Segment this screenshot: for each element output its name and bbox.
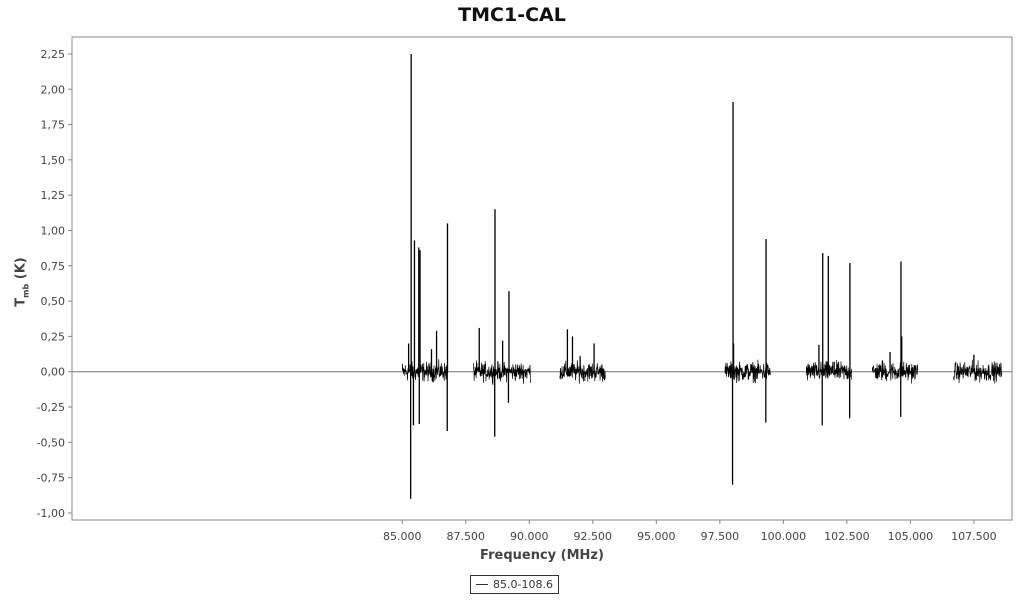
x-tick-label: 85.000 [383, 530, 422, 543]
x-tick-label: 97.500 [701, 530, 740, 543]
y-tick-label: 1,50 [41, 154, 66, 167]
x-tick-label: 105.000 [888, 530, 934, 543]
spectrum-segment-1 [401, 359, 449, 383]
spectrum-segment-7 [953, 359, 1003, 384]
y-tick-label: 0,75 [41, 260, 66, 273]
y-tick-label: 0,25 [41, 330, 66, 343]
legend: 85.0-108.6 [470, 575, 559, 594]
chart-title: TMC1-CAL [458, 4, 566, 26]
x-tick-label: 87.500 [447, 530, 486, 543]
y-tick-label: 2,25 [41, 48, 66, 61]
spectrum-segment-3 [559, 360, 606, 384]
x-tick-label: 92.500 [574, 530, 613, 543]
x-tick-label: 107.500 [951, 530, 997, 543]
spectrum-segment-2 [473, 360, 531, 385]
y-tick-label: -0,50 [37, 436, 65, 449]
spectrum-segment-6 [871, 361, 919, 384]
y-tick-label: 1,75 [41, 119, 66, 132]
plot-area [71, 36, 1013, 521]
y-tick-label: -0,25 [37, 401, 65, 414]
y-tick-label: 0,50 [41, 295, 66, 308]
x-tick-label: 100.000 [761, 530, 807, 543]
y-tick-label: 2,00 [41, 83, 66, 96]
legend-line-swatch [476, 584, 488, 585]
x-axis-label: Frequency (MHz) [480, 548, 604, 563]
y-tick-label: -1,00 [37, 507, 65, 520]
x-tick-label: 90.000 [510, 530, 549, 543]
y-axis-label: Tmb (K) [13, 257, 31, 307]
x-tick-label: 102.500 [824, 530, 870, 543]
y-tick-label: 0,00 [41, 366, 66, 379]
x-tick-label: 95.000 [637, 530, 676, 543]
spectrum-segment-5 [805, 359, 853, 381]
y-tick-label: 1,25 [41, 189, 66, 202]
y-tick-label: 1,00 [41, 224, 66, 237]
y-tick-label: -0,75 [37, 472, 65, 485]
legend-label: 85.0-108.6 [493, 578, 553, 591]
